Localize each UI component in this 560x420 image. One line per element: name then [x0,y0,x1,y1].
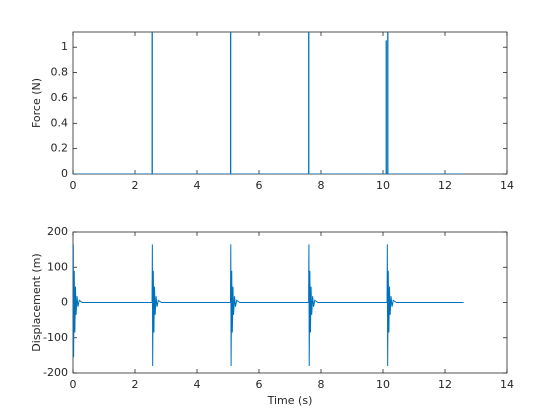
x-tick-label: 10 [376,378,390,391]
x-tick-label: 6 [256,378,263,391]
y-tick-label: 0.6 [51,91,69,104]
y-axis-label: Displacement (m) [30,253,43,351]
y-tick-label: 1 [61,40,68,53]
x-tick-label: 6 [256,179,263,192]
x-tick-label: 10 [376,179,390,192]
y-axis-label: Force (N) [30,78,43,128]
x-tick-label: 4 [194,179,201,192]
x-tick-label: 0 [70,378,77,391]
x-tick-label: 12 [438,378,452,391]
data-line [73,244,464,366]
x-tick-label: 14 [500,179,514,192]
y-tick-label: 0.2 [51,142,69,155]
x-tick-label: 2 [132,378,139,391]
y-tick-label: 0 [61,167,68,180]
data-line [73,32,464,174]
x-axis-label: Time (s) [267,394,313,407]
x-tick-label: 14 [500,378,514,391]
y-tick-label: -200 [43,366,68,379]
y-tick-label: 100 [47,260,68,273]
y-tick-label: -100 [43,331,68,344]
y-tick-label: 200 [47,225,68,238]
y-tick-label: 0.4 [51,116,69,129]
x-tick-label: 2 [132,179,139,192]
y-tick-label: 0.8 [51,66,69,79]
x-tick-label: 8 [318,378,325,391]
x-tick-label: 8 [318,179,325,192]
y-tick-label: 0 [61,296,68,309]
x-tick-label: 4 [194,378,201,391]
x-tick-label: 12 [438,179,452,192]
x-tick-label: 0 [70,179,77,192]
